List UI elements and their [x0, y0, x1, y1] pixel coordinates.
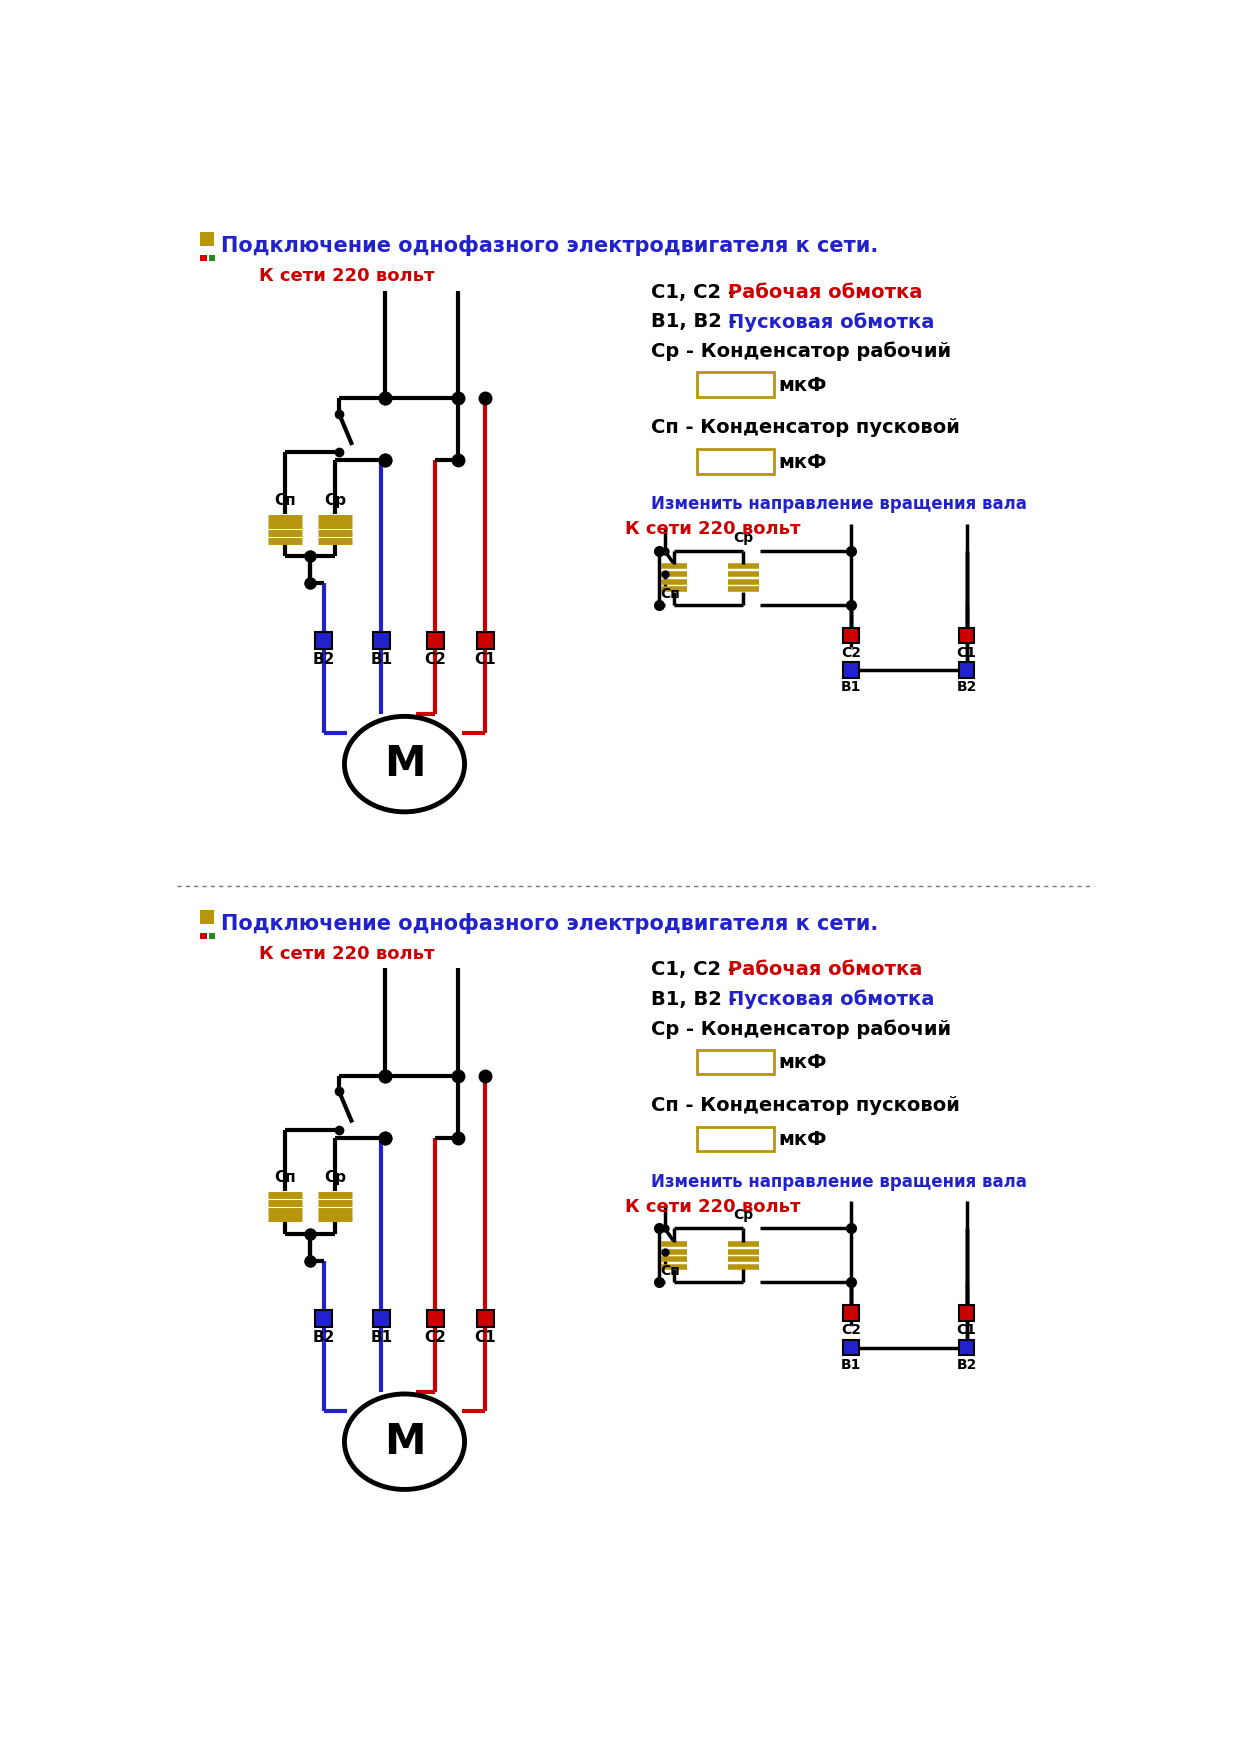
Text: мкФ: мкФ — [777, 1130, 826, 1149]
Text: С1: С1 — [475, 1330, 496, 1345]
Text: С2: С2 — [841, 1323, 861, 1337]
Text: В1: В1 — [371, 652, 393, 668]
Text: М: М — [383, 744, 425, 786]
Text: К сети 220 вольт: К сети 220 вольт — [259, 945, 434, 963]
Text: Ср: Ср — [324, 1170, 346, 1186]
Text: С1: С1 — [475, 652, 496, 668]
Text: Подключение однофазного электродвигателя к сети.: Подключение однофазного электродвигателя… — [221, 912, 878, 933]
Text: В1: В1 — [371, 1330, 393, 1345]
Text: Ср: Ср — [733, 1209, 754, 1223]
Text: Сп: Сп — [660, 588, 680, 602]
Text: мкФ: мкФ — [777, 1054, 826, 1072]
Text: С2: С2 — [841, 645, 861, 660]
Bar — [201, 910, 215, 924]
Bar — [373, 633, 389, 649]
Bar — [315, 1310, 332, 1328]
Text: С1: С1 — [956, 645, 977, 660]
Text: Сп - Конденсатор пусковой: Сп - Конденсатор пусковой — [651, 419, 960, 437]
Text: Подключение однофазного электродвигателя к сети.: Подключение однофазного электродвигателя… — [221, 235, 878, 256]
Bar — [843, 663, 859, 677]
Bar — [843, 628, 859, 644]
Bar — [843, 1305, 859, 1321]
Bar — [208, 933, 215, 938]
Text: В2: В2 — [956, 1358, 977, 1372]
Text: Пусковая обмотка: Пусковая обмотка — [728, 312, 934, 332]
Text: В1: В1 — [841, 1358, 862, 1372]
Text: В1, В2 -: В1, В2 - — [651, 989, 743, 1009]
Text: В2: В2 — [956, 681, 977, 695]
Text: С1, С2 -: С1, С2 - — [651, 282, 743, 302]
Text: Изменить направление вращения вала: Изменить направление вращения вала — [651, 495, 1027, 514]
Text: Ср: Ср — [733, 531, 754, 545]
Text: Пусковая обмотка: Пусковая обмотка — [728, 989, 934, 1009]
Bar — [843, 1340, 859, 1356]
Bar — [208, 254, 215, 261]
Text: С1, С2 -: С1, С2 - — [651, 961, 743, 979]
Text: Ср - Конденсатор рабочий: Ср - Конденсатор рабочий — [651, 342, 951, 361]
Bar — [697, 1051, 774, 1075]
Ellipse shape — [345, 716, 465, 812]
Text: Рабочая обмотка: Рабочая обмотка — [728, 961, 923, 979]
Text: В1: В1 — [841, 681, 862, 695]
Bar — [959, 1305, 975, 1321]
Bar — [697, 1126, 774, 1151]
Bar — [697, 449, 774, 474]
Bar — [959, 628, 975, 644]
Text: Изменить направление вращения вала: Изменить направление вращения вала — [651, 1173, 1027, 1191]
Text: Ср: Ср — [324, 493, 346, 507]
Bar — [477, 1310, 494, 1328]
Text: С2: С2 — [424, 1330, 446, 1345]
Text: В2: В2 — [312, 652, 335, 668]
Bar — [959, 1340, 975, 1356]
Text: Сп: Сп — [660, 1265, 680, 1279]
Text: Сп: Сп — [274, 1170, 296, 1186]
Text: мкФ: мкФ — [777, 375, 826, 395]
Text: К сети 220 вольт: К сети 220 вольт — [625, 519, 800, 538]
Text: К сети 220 вольт: К сети 220 вольт — [259, 267, 434, 286]
Text: мкФ: мкФ — [777, 453, 826, 472]
Bar — [697, 372, 774, 396]
Text: Рабочая обмотка: Рабочая обмотка — [728, 282, 923, 302]
Bar — [427, 633, 444, 649]
Bar — [315, 633, 332, 649]
Bar — [201, 232, 215, 246]
Bar — [201, 254, 207, 261]
Text: М: М — [383, 1421, 425, 1463]
Text: К сети 220 вольт: К сети 220 вольт — [625, 1198, 800, 1216]
Text: Сп: Сп — [274, 493, 296, 507]
Bar — [427, 1310, 444, 1328]
Text: В1, В2 -: В1, В2 - — [651, 312, 743, 332]
Ellipse shape — [345, 1394, 465, 1489]
Bar — [477, 633, 494, 649]
Bar — [201, 933, 207, 938]
Bar — [959, 663, 975, 677]
Text: Ср - Конденсатор рабочий: Ср - Конденсатор рабочий — [651, 1019, 951, 1038]
Text: Сп - Конденсатор пусковой: Сп - Конденсатор пусковой — [651, 1096, 960, 1116]
Bar — [373, 1310, 389, 1328]
Text: В2: В2 — [312, 1330, 335, 1345]
Text: С2: С2 — [424, 652, 446, 668]
Text: С1: С1 — [956, 1323, 977, 1337]
